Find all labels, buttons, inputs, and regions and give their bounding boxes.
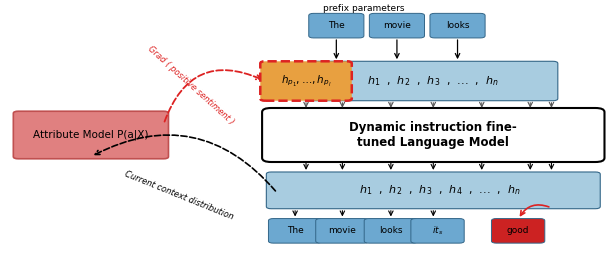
FancyBboxPatch shape [411, 219, 464, 243]
Text: movie: movie [383, 21, 411, 30]
FancyBboxPatch shape [262, 108, 605, 162]
Text: $h_1$  ,  $h_2$  ,  $h_3$  ,  ...  ,  $h_n$: $h_1$ , $h_2$ , $h_3$ , ... , $h_n$ [367, 74, 499, 88]
Text: looks: looks [379, 226, 402, 235]
FancyBboxPatch shape [430, 13, 485, 38]
Text: looks: looks [446, 21, 469, 30]
FancyBboxPatch shape [370, 13, 424, 38]
Text: The: The [287, 226, 304, 235]
FancyBboxPatch shape [364, 219, 418, 243]
Text: Attribute Model P(a|X): Attribute Model P(a|X) [33, 130, 148, 140]
Text: Current context distribution: Current context distribution [123, 170, 235, 222]
FancyBboxPatch shape [267, 172, 600, 209]
Text: The: The [328, 21, 345, 30]
FancyBboxPatch shape [308, 61, 558, 101]
FancyBboxPatch shape [261, 61, 351, 101]
FancyBboxPatch shape [309, 13, 364, 38]
Text: Dynamic instruction fine-
tuned Language Model: Dynamic instruction fine- tuned Language… [350, 121, 517, 149]
FancyBboxPatch shape [316, 219, 369, 243]
Text: movie: movie [328, 226, 356, 235]
FancyBboxPatch shape [491, 219, 545, 243]
Text: good: good [507, 226, 530, 235]
Text: $it_s$: $it_s$ [432, 225, 443, 237]
FancyBboxPatch shape [268, 219, 322, 243]
FancyBboxPatch shape [13, 111, 168, 159]
Text: $h_1$  ,  $h_2$  ,  $h_3$  ,  $h_4$  ,  ...  ,  $h_n$: $h_1$ , $h_2$ , $h_3$ , $h_4$ , ... , $h… [359, 183, 520, 197]
Text: $h_{p_1},\ldots,h_{p_l}$: $h_{p_1},\ldots,h_{p_l}$ [281, 73, 331, 89]
Text: Grad ( positive sentiment ): Grad ( positive sentiment ) [146, 44, 236, 126]
Text: prefix parameters: prefix parameters [323, 4, 404, 13]
